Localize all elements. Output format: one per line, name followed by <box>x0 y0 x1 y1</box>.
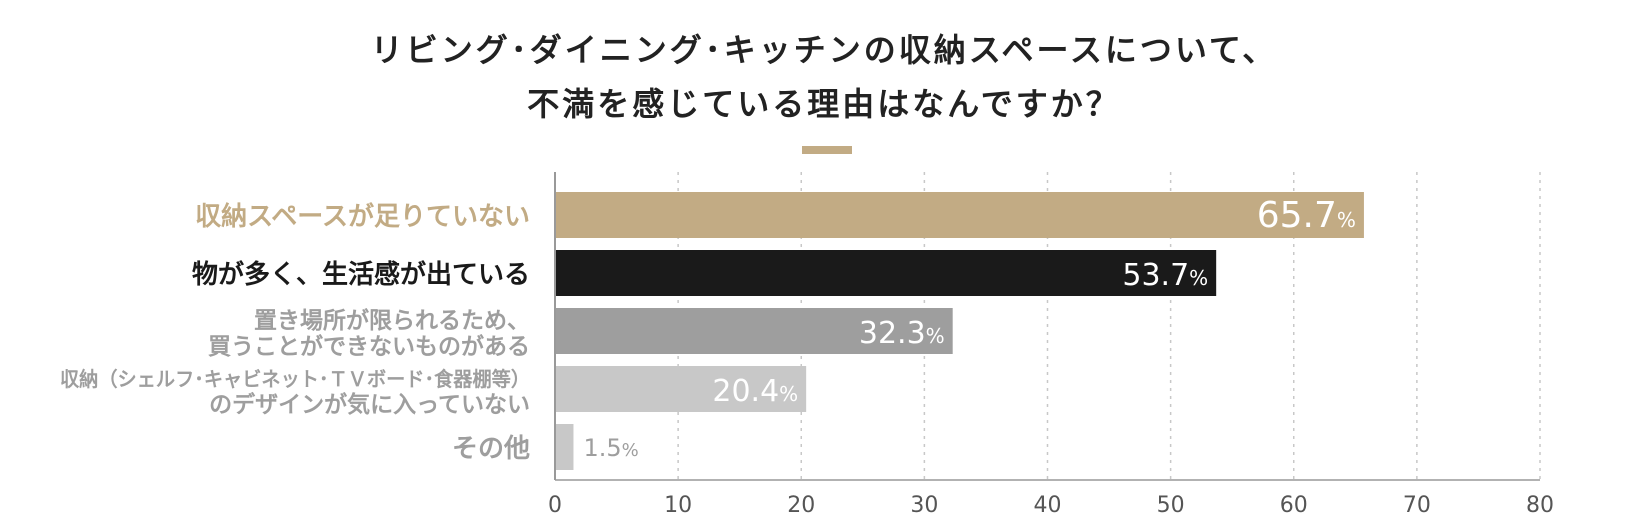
x-tick-label-80: 80 <box>1526 493 1554 518</box>
x-tick-label-10: 10 <box>664 493 692 518</box>
value-number: 20.4 <box>712 374 779 409</box>
bar-1 <box>555 250 1217 296</box>
title-accent-bar <box>802 146 852 154</box>
value-unit: % <box>926 324 945 348</box>
bar-0 <box>555 192 1364 238</box>
bar-2 <box>555 308 953 354</box>
category-label-0: 収納スペースが足りていない <box>195 201 530 232</box>
category-label-3-line-0: 収納（シェルフ･キャビネット･ＴＶボード･食器棚等） <box>60 367 530 391</box>
chart-title-line-2: 不満を感じている理由はなんですか？ <box>527 85 1121 123</box>
value-unit: % <box>1337 208 1356 232</box>
value-label-3: 20.4% <box>712 374 798 409</box>
x-tick-label-50: 50 <box>1157 493 1185 518</box>
category-label-3-line-1: のデザインが気に入っていない <box>209 391 530 418</box>
value-label-0: 65.7% <box>1257 195 1356 236</box>
category-label-4: その他 <box>452 434 530 464</box>
bar-3 <box>555 366 807 412</box>
value-label-2: 32.3% <box>859 316 945 351</box>
bar-4 <box>555 424 574 470</box>
value-unit: % <box>622 440 639 461</box>
value-unit: % <box>1189 266 1208 290</box>
category-label-2-line-0: 置き場所が限られるため、 <box>254 307 530 334</box>
value-number: 65.7 <box>1257 195 1337 236</box>
x-tick-label-40: 40 <box>1034 493 1062 518</box>
value-number: 1.5 <box>583 434 621 462</box>
value-label-4: 1.5% <box>583 434 638 462</box>
value-number: 32.3 <box>859 316 926 351</box>
x-tick-label-60: 60 <box>1280 493 1308 518</box>
value-number: 53.7 <box>1122 258 1189 293</box>
chart-title-line-1: リビング･ダイニング･キッチンの収納スペースについて、 <box>370 31 1278 69</box>
x-tick-label-0: 0 <box>548 493 562 518</box>
x-tick-label-20: 20 <box>787 493 815 518</box>
value-label-1: 53.7% <box>1122 258 1208 293</box>
category-label-1: 物が多く、生活感が出ている <box>192 259 530 290</box>
x-tick-label-30: 30 <box>910 493 938 518</box>
x-tick-label-70: 70 <box>1403 493 1431 518</box>
category-label-2-line-1: 買うことができないものがある <box>208 333 530 360</box>
value-unit: % <box>779 382 798 406</box>
